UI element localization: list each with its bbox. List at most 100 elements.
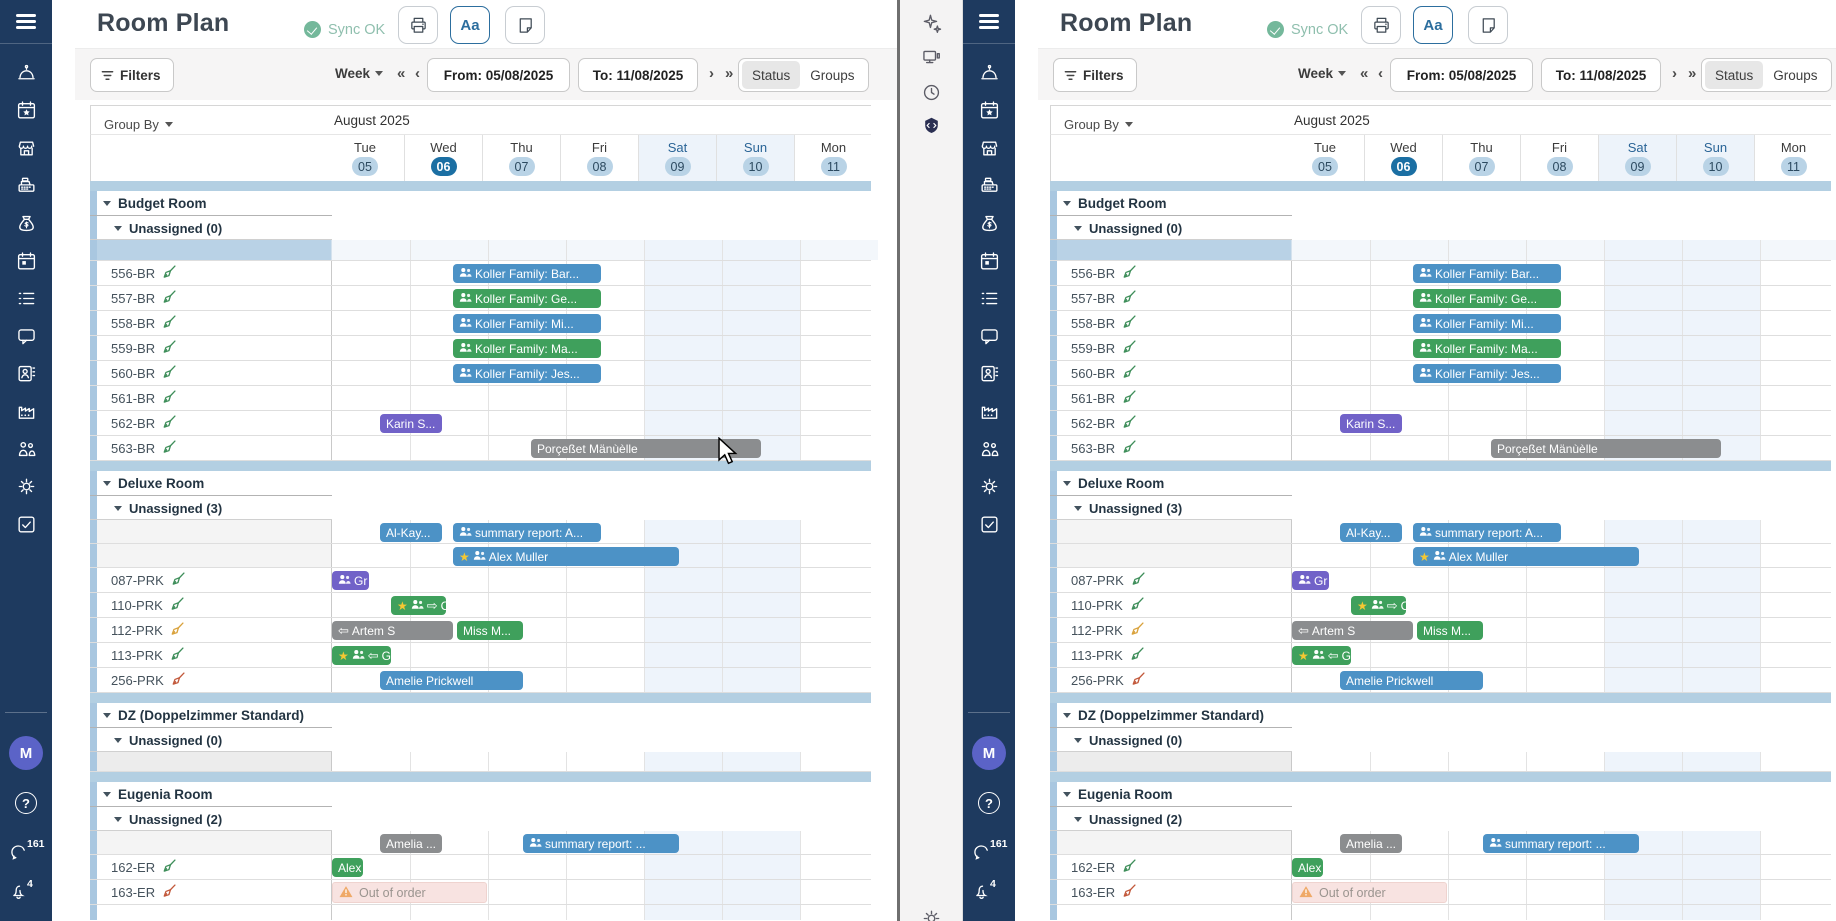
room-row[interactable]: 562-BR Karin S... (90, 411, 871, 436)
day-header-cell[interactable]: Thu 07 (1442, 135, 1520, 181)
sidebar-item-contact-card-icon[interactable] (0, 359, 52, 389)
group-by-dropdown[interactable]: Group By (1064, 117, 1133, 132)
room-row[interactable]: 163-ER Out of order (90, 880, 871, 905)
collapse-caret-icon[interactable] (103, 713, 111, 718)
day-header-cell[interactable]: Mon 11 (794, 135, 872, 181)
room-row[interactable]: 256-PRK Amelie Prickwell (1050, 668, 1831, 693)
unassigned-header-row[interactable]: Unassigned (2) (90, 807, 871, 831)
booking-bar[interactable]: Koller Family: Jes... (1413, 364, 1561, 383)
room-row[interactable]: 558-BR Koller Family: Mi... (90, 311, 871, 336)
day-header-cell[interactable]: Sat 09 (1598, 135, 1676, 181)
toggle-groups[interactable]: Groups (1773, 67, 1818, 83)
booking-bar[interactable]: summary report: ... (1483, 834, 1639, 853)
booking-bar[interactable]: Alex (1292, 858, 1323, 877)
booking-bar[interactable]: Koller Family: Ge... (453, 289, 601, 308)
notes-button[interactable] (1468, 6, 1508, 44)
hamburger-menu-icon[interactable] (0, 0, 52, 44)
group-header-row[interactable]: DZ (Doppelzimmer Standard) (90, 703, 871, 728)
chat-count-icon[interactable]: 161 (973, 838, 1013, 872)
group-header-row[interactable]: Deluxe Room (1050, 471, 1831, 496)
unassigned-header-row[interactable]: Unassigned (0) (1050, 216, 1831, 240)
booking-bar[interactable]: ⇦ Artem S (1292, 621, 1413, 640)
booking-bar[interactable]: Koller Family: Bar... (453, 264, 601, 283)
far-next-button[interactable]: » (1688, 65, 1697, 82)
booking-bar[interactable]: Al-Kay... (380, 523, 442, 542)
group-header-row[interactable]: Budget Room (90, 191, 871, 216)
booking-bar[interactable]: Koller Family: Bar... (1413, 264, 1561, 283)
booking-bar[interactable]: Porçeßet Mänùèlle (531, 439, 761, 458)
day-header-cell[interactable]: Fri 08 (1520, 135, 1598, 181)
unassigned-slot-row[interactable] (1050, 752, 1831, 772)
booking-bar[interactable]: Koller Family: Jes... (453, 364, 601, 383)
room-row[interactable]: 561-BR (90, 386, 871, 411)
toolbar-clock-icon[interactable] (916, 77, 946, 107)
hamburger-menu-icon[interactable] (963, 0, 1015, 44)
day-header-cell[interactable]: Wed 06 (1364, 135, 1442, 181)
room-row[interactable]: 087-PRK Gr (90, 568, 871, 593)
sidebar-item-chat-icon[interactable] (0, 321, 52, 351)
booking-bar[interactable]: Porçeßet Mänùèlle (1491, 439, 1721, 458)
range-dropdown[interactable]: Week (1298, 66, 1347, 81)
room-row[interactable]: 561-BR (1050, 386, 1831, 411)
print-button[interactable] (1361, 6, 1401, 44)
unassigned-slot-row[interactable] (90, 752, 871, 772)
toggle-status[interactable]: Status (1705, 61, 1764, 89)
day-header-cell[interactable]: Tue 05 (1286, 135, 1364, 181)
sidebar-item-cash-register-icon[interactable] (0, 171, 52, 201)
unassigned-header-row[interactable]: Unassigned (0) (90, 728, 871, 752)
avatar[interactable]: M (9, 736, 43, 770)
collapse-caret-icon[interactable] (1074, 505, 1082, 511)
collapse-caret-icon[interactable] (1074, 816, 1082, 822)
collapse-caret-icon[interactable] (1063, 481, 1071, 486)
sidebar-item-task-check-icon[interactable] (963, 509, 1015, 539)
booking-bar[interactable]: ★ ⇨ C (391, 596, 446, 615)
unassigned-slot-row[interactable]: ★ Alex Muller (90, 544, 871, 568)
sidebar-item-gear-icon[interactable] (0, 472, 52, 502)
sidebar-item-gear-icon[interactable] (963, 472, 1015, 502)
booking-bar[interactable]: summary report: A... (453, 523, 601, 542)
room-row[interactable]: 560-BR Koller Family: Jes... (90, 361, 871, 386)
from-date-input[interactable]: From: 05/08/2025 (1390, 58, 1533, 92)
day-header-cell[interactable]: Tue 05 (326, 135, 404, 181)
day-header-cell[interactable]: Fri 08 (560, 135, 638, 181)
room-row[interactable]: 563-BR Porçeßet Mänùèlle (1050, 436, 1831, 461)
booking-bar[interactable]: Alex (332, 858, 363, 877)
day-header-cell[interactable]: Thu 07 (482, 135, 560, 181)
sidebar-item-task-check-icon[interactable] (0, 509, 52, 539)
room-row[interactable]: 112-PRK ⇦ Artem S Miss M... (1050, 618, 1831, 643)
font-size-button[interactable]: Aa (1413, 6, 1453, 44)
chat-count-icon[interactable]: 161 (10, 838, 50, 872)
booking-bar[interactable]: summary report: A... (1413, 523, 1561, 542)
next-button[interactable]: › (1672, 65, 1677, 82)
collapse-caret-icon[interactable] (103, 201, 111, 206)
help-icon[interactable]: ? (15, 792, 37, 814)
booking-bar[interactable]: Koller Family: Mi... (1413, 314, 1561, 333)
sidebar-item-service-bell-icon[interactable] (963, 58, 1015, 88)
toolbar-device-icon[interactable] (916, 42, 946, 72)
group-header-row[interactable]: Deluxe Room (90, 471, 871, 496)
prev-button[interactable]: ‹ (415, 65, 420, 82)
booking-bar[interactable]: Miss M... (457, 621, 523, 640)
collapse-caret-icon[interactable] (103, 481, 111, 486)
day-header-cell[interactable]: Sun 10 (716, 135, 794, 181)
day-header-cell[interactable]: Mon 11 (1754, 135, 1832, 181)
unassigned-header-row[interactable]: Unassigned (0) (90, 216, 871, 240)
unassigned-slot-row[interactable]: Amelia ... summary report: ... (1050, 831, 1831, 855)
avatar[interactable]: M (972, 736, 1006, 770)
room-row[interactable]: 162-ER Alex (90, 855, 871, 880)
room-row[interactable]: 112-PRK ⇦ Artem S Miss M... (90, 618, 871, 643)
sidebar-item-calendar-day-icon[interactable] (963, 246, 1015, 276)
next-button[interactable]: › (709, 65, 714, 82)
booking-bar[interactable]: Gr (1292, 571, 1329, 590)
unassigned-slot-row[interactable]: ★ Alex Muller (1050, 544, 1831, 568)
room-row[interactable]: 163-ER Out of order (1050, 880, 1831, 905)
booking-bar[interactable]: Al-Kay... (1340, 523, 1402, 542)
sidebar-item-storefront-icon[interactable] (0, 133, 52, 163)
notifications-bell-icon[interactable]: 4 (973, 878, 1013, 912)
toggle-groups[interactable]: Groups (810, 67, 855, 83)
booking-bar[interactable]: Amelie Prickwell (1340, 671, 1483, 690)
room-row[interactable]: 110-PRK ★ ⇨ C (90, 593, 871, 618)
booking-bar[interactable]: Out of order (332, 882, 487, 903)
sidebar-item-list-icon[interactable] (0, 284, 52, 314)
room-row[interactable]: 559-BR Koller Family: Ma... (1050, 336, 1831, 361)
